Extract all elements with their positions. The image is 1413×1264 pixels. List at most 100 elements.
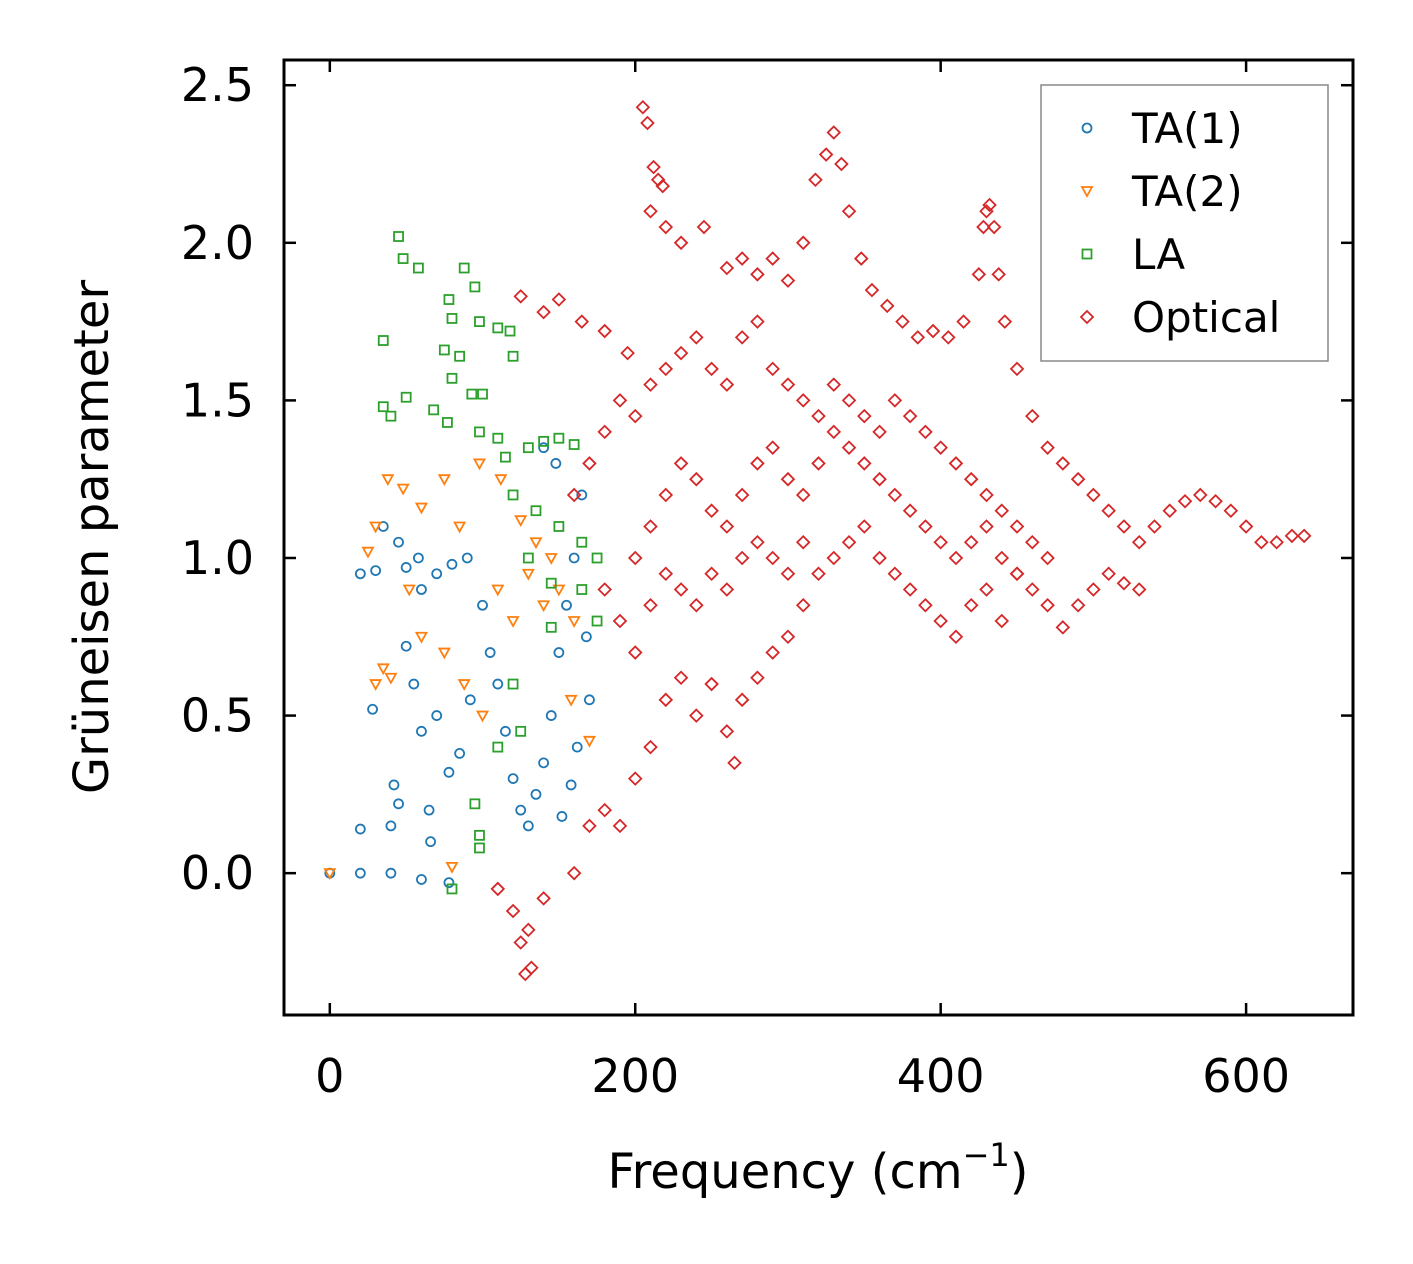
y-tick-label: 1.0: [181, 531, 254, 585]
data-point: [369, 679, 383, 691]
data-point: [591, 552, 603, 564]
data-point: [1131, 582, 1147, 597]
data-point: [1025, 534, 1040, 550]
data-point: [438, 344, 450, 356]
data-point: [948, 550, 964, 566]
data-point: [494, 474, 508, 487]
data-point: [1086, 487, 1101, 503]
data-point: [948, 456, 964, 471]
data-point: [584, 694, 595, 706]
data-point: [963, 597, 979, 613]
data-point: [643, 739, 658, 755]
data-point: [734, 692, 750, 708]
data-point: [1009, 361, 1025, 377]
legend-item: TA(2): [1080, 167, 1243, 216]
data-point: [1131, 534, 1147, 550]
data-point: [750, 456, 765, 471]
data-point: [582, 818, 597, 834]
data-point: [550, 458, 562, 469]
data-point: [887, 393, 903, 408]
data-point: [469, 798, 481, 810]
data-point: [513, 935, 528, 950]
data-point: [1055, 620, 1071, 635]
data-point: [704, 566, 719, 582]
data-point: [461, 552, 473, 564]
data-point: [643, 597, 658, 613]
data-point: [994, 503, 1010, 518]
data-point: [518, 966, 533, 982]
data-point: [597, 323, 612, 339]
data-point: [376, 663, 390, 676]
data-point: [529, 537, 543, 550]
data-point: [396, 483, 410, 496]
data-point: [765, 550, 780, 566]
data-point: [367, 703, 378, 715]
data-point: [918, 424, 933, 440]
data-point: [872, 424, 887, 440]
data-point: [765, 645, 780, 660]
data-point: [719, 519, 735, 534]
data-point: [492, 741, 504, 753]
legend-marker: [1079, 309, 1095, 325]
data-point: [689, 708, 704, 723]
data-point: [795, 487, 811, 503]
data-point: [841, 393, 857, 408]
data-point: [719, 377, 735, 392]
data-point: [522, 552, 534, 564]
data-point: [979, 487, 994, 503]
data-point: [384, 672, 398, 685]
data-point: [918, 519, 933, 534]
data-point: [902, 582, 918, 597]
data-point: [643, 377, 658, 392]
data-point: [982, 197, 997, 213]
legend-item: LA: [1081, 230, 1185, 279]
data-point: [658, 566, 674, 582]
data-point: [515, 804, 527, 816]
data-point: [673, 670, 689, 686]
data-point: [1193, 487, 1208, 503]
data-point: [506, 616, 520, 628]
series-ta-1-: [324, 442, 595, 889]
data-point: [474, 842, 485, 854]
data-point: [393, 798, 404, 810]
data-point: [1116, 575, 1132, 591]
data-point: [933, 613, 948, 629]
data-point: [412, 262, 424, 274]
x-tick-label: 0: [315, 1049, 344, 1103]
data-point: [612, 818, 628, 834]
data-point: [323, 868, 337, 881]
data-point: [994, 613, 1010, 629]
data-point: [853, 251, 869, 266]
data-point: [504, 325, 516, 337]
data-point: [443, 294, 455, 305]
data-point: [377, 335, 389, 346]
data-point: [475, 710, 490, 723]
data-point: [826, 550, 842, 566]
data-point: [780, 273, 796, 288]
data-point: [795, 393, 811, 408]
data-point: [507, 678, 519, 690]
data-point: [469, 281, 481, 293]
data-point: [719, 582, 735, 597]
data-point: [553, 521, 565, 532]
data-point: [536, 891, 551, 906]
data-point: [1269, 534, 1284, 550]
plot-frame: [282, 58, 1355, 1017]
data-point: [963, 534, 979, 550]
data-point: [458, 262, 470, 274]
data-point: [423, 804, 435, 816]
data-point: [1284, 528, 1300, 544]
data-point: [530, 788, 542, 800]
data-point: [492, 432, 504, 444]
data-point: [466, 388, 478, 400]
data-point: [580, 631, 592, 643]
data-point: [507, 350, 519, 362]
data-point: [522, 442, 534, 454]
data-point: [492, 322, 504, 334]
data-point: [576, 584, 588, 595]
data-point: [658, 487, 674, 503]
data-point: [1009, 566, 1025, 582]
data-point: [561, 599, 572, 611]
legend: TA(1) TA(2) LA Optical: [1040, 84, 1329, 362]
data-point: [902, 408, 918, 424]
